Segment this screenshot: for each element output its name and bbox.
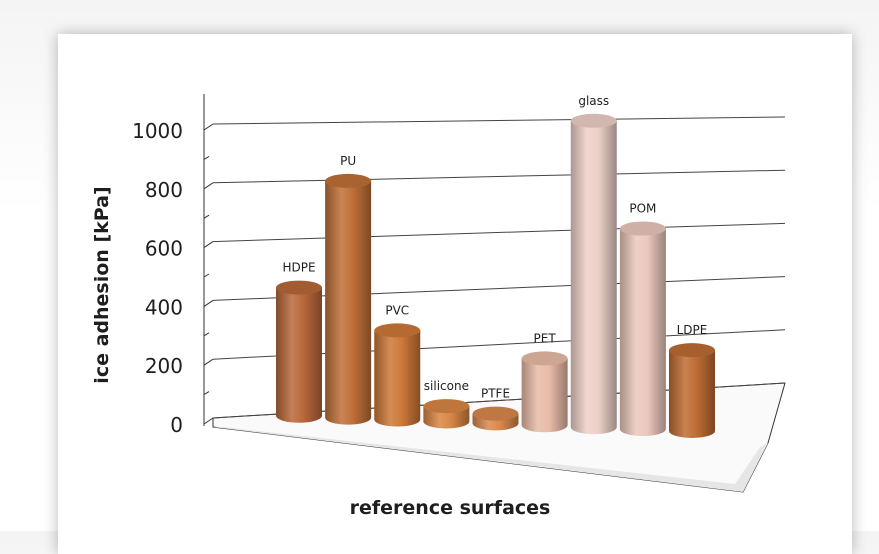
y-tick-mark (203, 182, 214, 190)
bar-pet (521, 351, 568, 433)
bar-top (570, 113, 617, 128)
y-tick-label: 600 (145, 237, 183, 261)
bar-pom (619, 221, 666, 437)
y-tick-label: 1000 (132, 119, 183, 143)
y-minor-tick (203, 332, 210, 337)
bar-label-ldpe: LDPE (677, 323, 708, 337)
bar-body (521, 358, 568, 433)
bar-top (521, 351, 568, 366)
y-minor-tick (203, 391, 210, 396)
bar-label-glass: glass (578, 94, 609, 108)
bar-ptfe (472, 406, 519, 431)
gridline (212, 169, 786, 184)
y-minor-tick (203, 155, 210, 160)
y-tick-label: 800 (145, 178, 183, 202)
bar-top (325, 173, 372, 188)
y-tick-label: 0 (170, 413, 183, 437)
bar-hdpe (276, 280, 322, 423)
bar-label-pu: PU (340, 154, 356, 168)
y-axis-label: ice adhesion [kPa] (91, 186, 113, 383)
y-minor-tick (203, 273, 210, 278)
y-tick-label: 400 (145, 295, 183, 319)
bar-top (276, 280, 322, 295)
bar-top (423, 399, 470, 414)
bar-label-silicone: silicone (424, 379, 469, 393)
bars (276, 113, 715, 438)
bar-silicone (423, 399, 470, 429)
bar-top (472, 406, 519, 421)
bar-chart: 0 200 400 600 800 1000 HDPE PU PVC silicone PTFE P… (91, 94, 786, 519)
bar-body (374, 330, 421, 427)
y-tick-mark (203, 123, 214, 131)
bar-body (570, 120, 617, 435)
bar-label-hdpe: HDPE (282, 261, 315, 275)
y-tick-mark (203, 417, 214, 425)
bar-body (619, 228, 666, 437)
bar-label-ptfe: PTFE (481, 387, 510, 401)
floor-edge (213, 427, 768, 492)
bar-pvc (374, 323, 421, 427)
bar-label-pom: POM (629, 202, 656, 216)
y-tick-mark (203, 358, 214, 366)
bar-top (374, 323, 421, 338)
bar-label-pet: PET (534, 331, 557, 345)
bar-body (276, 287, 322, 423)
y-axis: 0 200 400 600 800 1000 (132, 94, 214, 437)
y-tick-mark (203, 241, 214, 249)
gridline (212, 116, 786, 125)
bar-glass (570, 113, 617, 435)
y-tick-label: 200 (145, 354, 183, 378)
y-tick-mark (203, 299, 214, 307)
bar-top (619, 221, 666, 236)
bar-body (669, 350, 715, 438)
bar-body (325, 180, 372, 425)
x-axis-label: reference surfaces (350, 497, 551, 519)
bar-pu (325, 173, 372, 425)
bar-top (669, 343, 715, 358)
bar-ldpe (669, 343, 715, 438)
y-minor-tick (203, 214, 210, 219)
bar-labels: HDPE PU PVC silicone PTFE PET glass POM LDPE (282, 94, 707, 401)
gridline (212, 222, 786, 243)
bar-label-pvc: PVC (385, 303, 409, 317)
